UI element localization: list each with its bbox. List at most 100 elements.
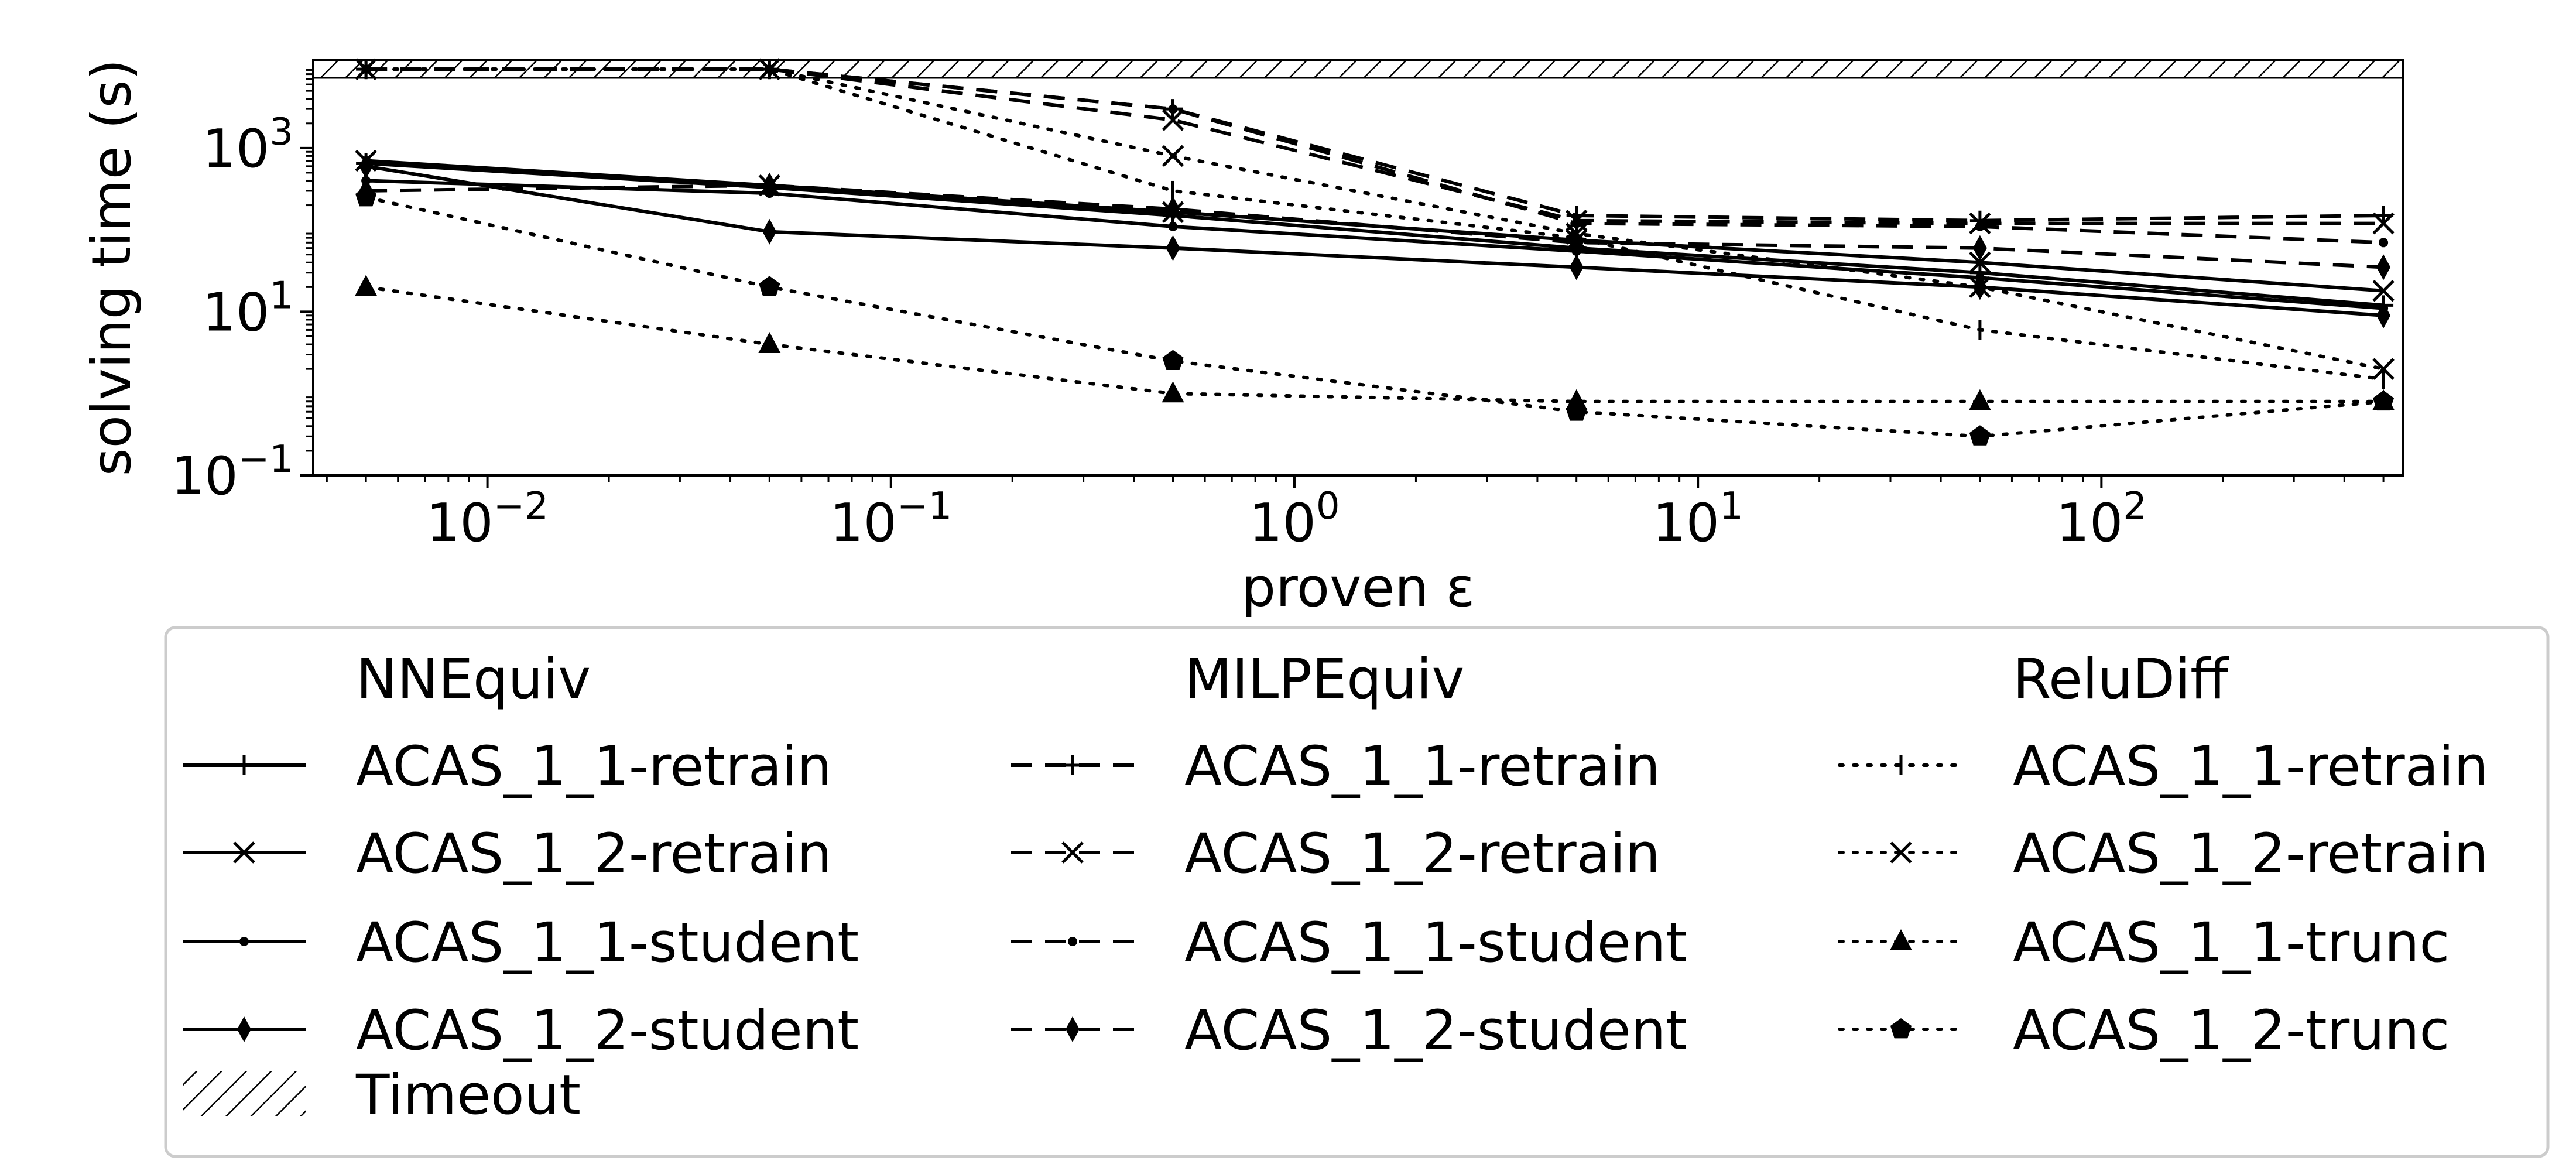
y-axis-title: solving time (s) bbox=[80, 59, 143, 477]
series-line bbox=[364, 285, 2386, 403]
x-tick-label: 10−1 bbox=[830, 485, 952, 554]
legend-marker bbox=[234, 755, 254, 775]
series-line bbox=[365, 164, 2384, 317]
legend-label: ACAS_1_1-retrain bbox=[2013, 735, 2489, 799]
timeout-band bbox=[313, 60, 2403, 78]
data-point bbox=[355, 58, 377, 80]
series-reludiff-acas-1-2-trunc bbox=[355, 186, 2395, 446]
plot-frame bbox=[312, 59, 2404, 477]
data-point bbox=[1969, 251, 1991, 274]
legend-marker bbox=[1890, 1018, 1912, 1039]
legend-label: ACAS_1_1-retrain bbox=[1184, 735, 1660, 799]
data-point bbox=[1969, 276, 1991, 299]
data-point bbox=[2379, 238, 2389, 248]
data-point bbox=[762, 218, 777, 245]
legend-marker bbox=[1890, 841, 1912, 864]
legend-entry: ACAS_1_2-trunc bbox=[1838, 999, 2450, 1063]
data-point bbox=[1975, 221, 1985, 231]
data-point bbox=[2372, 279, 2395, 302]
legend-marker bbox=[239, 937, 249, 946]
data-point bbox=[762, 172, 777, 198]
data-point bbox=[1162, 381, 1184, 403]
legend-entry: ACAS_1_2-student bbox=[183, 999, 859, 1063]
data-point bbox=[1571, 218, 1581, 228]
series-line bbox=[366, 67, 2384, 222]
data-point bbox=[1166, 235, 1180, 261]
data-point bbox=[2376, 254, 2391, 280]
data-point bbox=[758, 332, 781, 354]
legend-entry: ACAS_1_1-retrain bbox=[1011, 735, 1660, 799]
data-point bbox=[359, 153, 374, 179]
legend-hatch-swatch bbox=[183, 1071, 306, 1116]
data-point bbox=[355, 275, 378, 296]
series-line bbox=[366, 183, 2384, 269]
series-line bbox=[364, 196, 2386, 439]
legend-entry: ACAS_1_1-trunc bbox=[1838, 911, 2450, 975]
legend-marker bbox=[233, 841, 255, 864]
legend-entry: ACAS_1_2-retrain bbox=[1011, 822, 1660, 886]
series-line bbox=[366, 67, 2384, 225]
legend-marker bbox=[1061, 841, 1084, 864]
legend-marker bbox=[237, 1016, 251, 1042]
plot-series bbox=[355, 58, 2395, 446]
legend-group-title: MILPEquiv bbox=[1184, 648, 1464, 711]
x-tick-label: 102 bbox=[2056, 485, 2147, 554]
data-point bbox=[1968, 389, 1991, 410]
legend-entry: ACAS_1_1-retrain bbox=[183, 735, 832, 799]
data-point bbox=[759, 276, 780, 296]
legend-label: ACAS_1_1-student bbox=[1184, 911, 1687, 975]
series-line bbox=[364, 67, 2386, 381]
data-point bbox=[1168, 104, 1178, 114]
data-point bbox=[1565, 222, 1588, 245]
y-tick-label: 10−1 bbox=[171, 438, 293, 507]
legend-marker bbox=[1063, 755, 1083, 775]
data-point bbox=[2376, 302, 2391, 328]
data-point bbox=[2372, 358, 2395, 380]
series-nnequiv-acas-1-2-student bbox=[359, 153, 2391, 328]
series-line bbox=[366, 179, 2384, 310]
legend-label: ACAS_1_1-trunc bbox=[2013, 911, 2450, 975]
data-point bbox=[1566, 400, 1587, 421]
legend-entry: ACAS_1_2-student bbox=[1011, 999, 1687, 1063]
data-point bbox=[2372, 212, 2395, 235]
x-axis-title: proven ε bbox=[1242, 556, 1475, 619]
data-point bbox=[1969, 425, 1991, 446]
y-tick-label: 103 bbox=[203, 111, 293, 180]
legend: NNEquiv ACAS_1_1-retrain ACAS_1_2-retrain A… bbox=[164, 626, 2550, 1158]
series-milpequiv-acas-1-1-retrain bbox=[356, 59, 2394, 231]
legend-label: ACAS_1_2-retrain bbox=[1184, 822, 1660, 886]
legend-box bbox=[164, 626, 2550, 1158]
series-reludiff-acas-1-2-retrain bbox=[355, 58, 2395, 380]
timeout-region bbox=[313, 60, 2403, 79]
legend-marker bbox=[1890, 929, 1912, 950]
series-line bbox=[365, 159, 2384, 293]
legend-group-title: ReluDiff bbox=[2013, 648, 2229, 711]
legend-label: ACAS_1_1-retrain bbox=[356, 735, 832, 799]
legend-label: Timeout bbox=[355, 1063, 581, 1127]
series-nnequiv-acas-1-1-student bbox=[361, 176, 2389, 313]
legend-entry: ACAS_1_2-retrain bbox=[1838, 822, 2489, 886]
x-tick-label: 100 bbox=[1249, 485, 1340, 554]
data-point bbox=[2373, 390, 2395, 411]
legend-entry: ACAS_1_2-retrain bbox=[183, 822, 832, 886]
x-tick-label: 10−2 bbox=[426, 485, 549, 554]
data-point bbox=[1166, 196, 1180, 222]
legend-entry: ACAS_1_1-student bbox=[183, 911, 859, 975]
legend-label: ACAS_1_2-student bbox=[356, 999, 859, 1063]
series-line bbox=[366, 67, 2384, 245]
legend-group-title: NNEquiv bbox=[356, 648, 591, 711]
data-point bbox=[355, 186, 377, 207]
data-point bbox=[758, 58, 781, 80]
data-point bbox=[1569, 254, 1584, 280]
legend-marker bbox=[1068, 937, 1077, 946]
data-point bbox=[1162, 109, 1184, 131]
series-line bbox=[364, 67, 2386, 371]
legend-label: ACAS_1_2-retrain bbox=[356, 822, 832, 886]
series-nnequiv-acas-1-2-retrain bbox=[355, 149, 2395, 302]
legend-label: ACAS_1_2-trunc bbox=[2013, 999, 2450, 1063]
x-tick-label: 101 bbox=[1653, 485, 1743, 554]
legend-label: ACAS_1_1-student bbox=[356, 911, 859, 975]
legend-label: ACAS_1_2-retrain bbox=[2013, 822, 2489, 886]
data-point bbox=[1972, 235, 1987, 261]
